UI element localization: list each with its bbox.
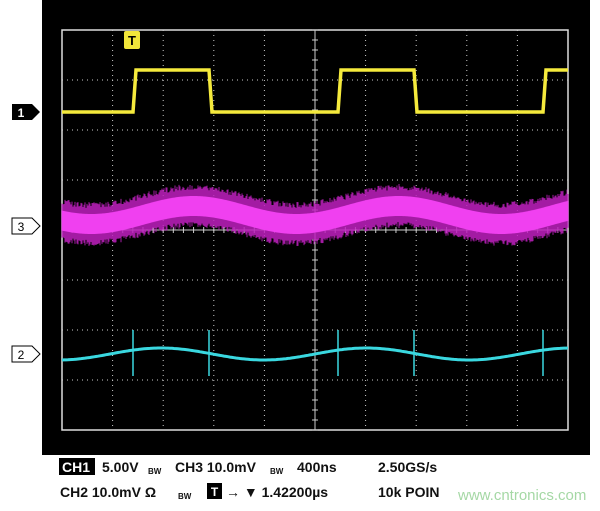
ch2-bw: BW [178, 492, 192, 501]
record-length: 10k POIN [378, 484, 439, 500]
ch3-bw: BW [270, 467, 284, 476]
ch2-marker: 2 [18, 348, 25, 362]
ch3-marker: 3 [18, 220, 25, 234]
trigger-position: → ▼ 1.42200µs [226, 484, 328, 500]
sample-rate: 2.50GS/s [378, 459, 437, 475]
timebase: 400ns [297, 459, 337, 475]
ch1-scale: 5.00V [102, 459, 139, 475]
ch3-marker-box [12, 218, 40, 234]
trigger-marker: T [128, 33, 136, 48]
ch1-marker: 1 [18, 106, 25, 120]
ch1-label: CH1 [62, 459, 90, 475]
ch2-scale: CH2 10.0mV Ω [60, 484, 156, 500]
watermark: www.cntronics.com [457, 487, 586, 504]
ch1-marker-box [12, 104, 40, 120]
ch2-marker-box [12, 346, 40, 362]
ch3-scale: CH3 10.0mV [175, 459, 257, 475]
ch1-bw: BW [148, 467, 162, 476]
trigger-icon: T [211, 485, 219, 499]
